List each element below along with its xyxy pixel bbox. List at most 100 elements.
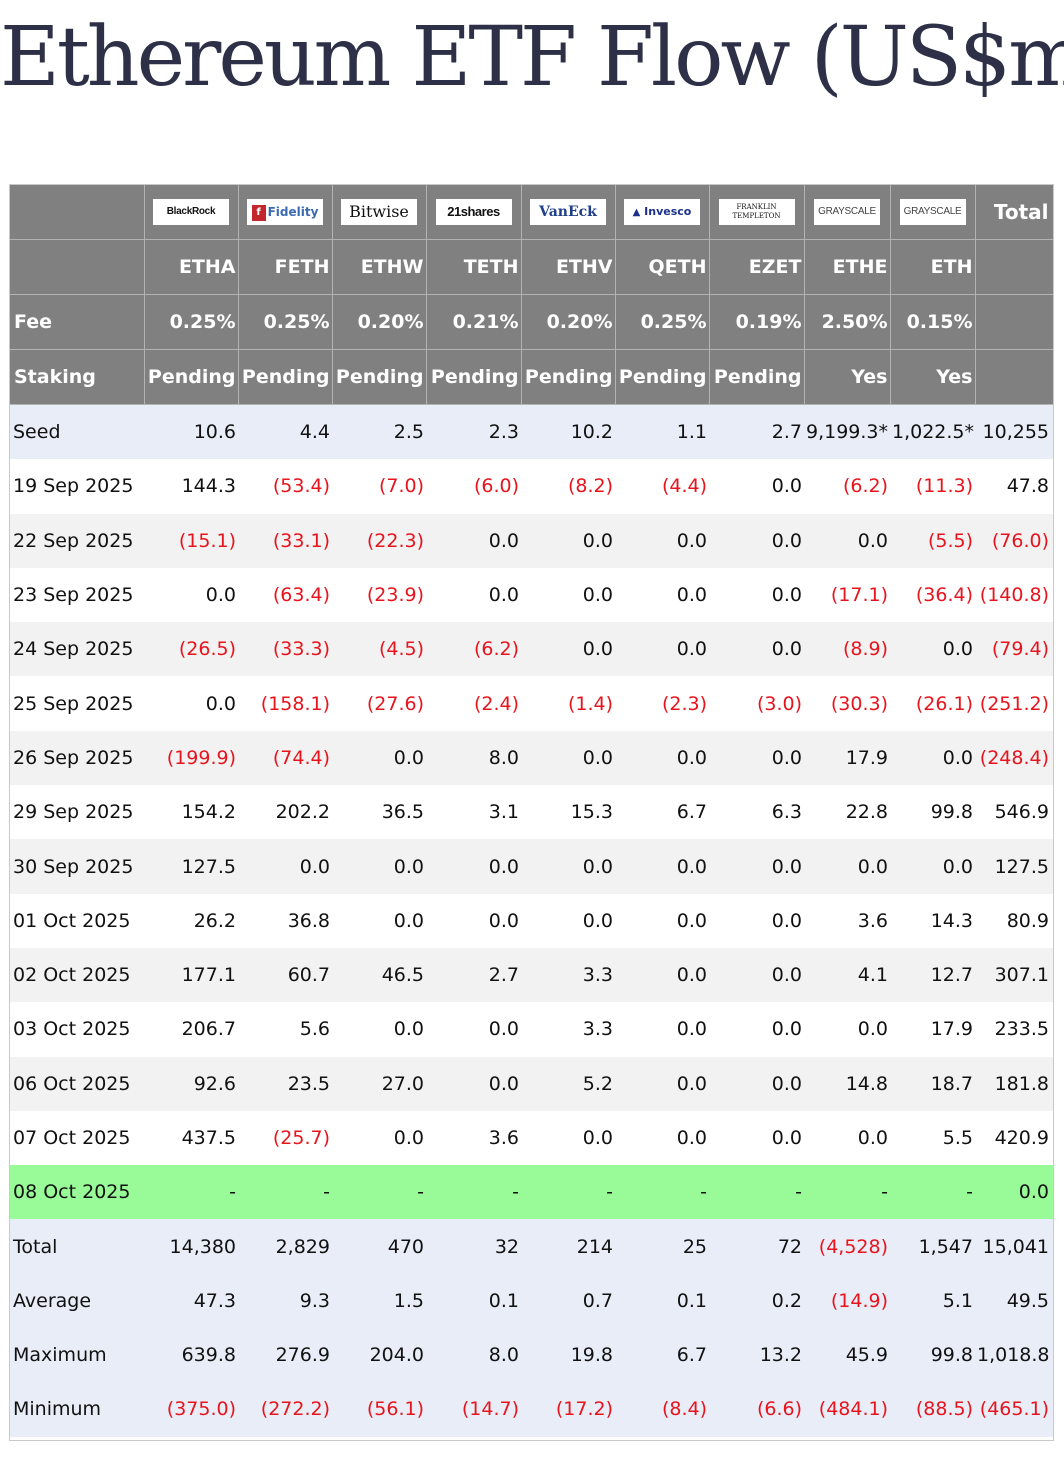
value-cell: 144.3 bbox=[144, 459, 238, 514]
value-cell: (17.1) bbox=[804, 567, 890, 623]
header-cell: ETHA bbox=[144, 239, 239, 295]
value-cell: (14.9) bbox=[804, 1273, 890, 1329]
header-cell: EZET bbox=[709, 239, 805, 295]
value-cell: 1,018.8 bbox=[975, 1328, 1053, 1383]
value-cell: 0.0 bbox=[426, 567, 521, 623]
header-cell: ETHW bbox=[332, 239, 427, 295]
header-cell: ETH bbox=[890, 239, 976, 295]
value-cell: 206.7 bbox=[144, 1002, 238, 1057]
value-cell: (251.2) bbox=[975, 676, 1053, 731]
header-cell-empty bbox=[975, 239, 1054, 295]
fee-row: Fee 0.25% 0.25% 0.20% 0.21% 0.20% 0.25% 0.19% 2.… bbox=[10, 294, 1054, 350]
issuer-logo-cell: GRAYSCALE bbox=[890, 185, 976, 240]
value-cell: - bbox=[890, 1165, 975, 1220]
fidelity-logo: f Fidelity bbox=[247, 199, 323, 225]
value-cell: 3.6 bbox=[804, 893, 890, 948]
value-cell: 0.0 bbox=[709, 1110, 804, 1166]
value-cell: 99.8 bbox=[890, 785, 975, 840]
table-row: 02 Oct 2025 177.1 60.7 46.5 2.7 3.3 0.0 0.0 4.1 1… bbox=[10, 947, 1053, 1003]
value-cell: (23.9) bbox=[332, 567, 426, 623]
value-cell: 80.9 bbox=[975, 893, 1053, 948]
value-cell: 49.5 bbox=[975, 1273, 1053, 1329]
table-row: 24 Sep 2025 (26.5) (33.3) (4.5) (6.2) 0.0 0.0 0… bbox=[10, 622, 1053, 677]
value-cell: 47.8 bbox=[975, 459, 1053, 514]
value-cell: 0.0 bbox=[975, 1165, 1053, 1220]
summary-row: Average 47.3 9.3 1.5 0.1 0.7 0.1 0.2 (14.9) 5.1 49… bbox=[10, 1273, 1053, 1329]
logo-header-row: BlackRock f Fidelity Bitwise 21shares Van… bbox=[10, 185, 1054, 240]
header-cell: 0.20% bbox=[521, 294, 616, 350]
header-cell: 0.25% bbox=[615, 294, 710, 350]
value-cell: 14,380 bbox=[144, 1219, 238, 1274]
value-cell: (4.5) bbox=[332, 622, 426, 677]
value-cell: (6.2) bbox=[426, 622, 521, 677]
value-cell: 25 bbox=[615, 1219, 709, 1274]
value-cell: (25.7) bbox=[238, 1110, 332, 1166]
value-cell: 0.0 bbox=[521, 730, 615, 786]
value-cell: 0.0 bbox=[709, 730, 804, 786]
issuer-logo-cell: ▲ Invesco bbox=[615, 185, 710, 240]
value-cell: 15.3 bbox=[521, 785, 615, 840]
value-cell: 0.0 bbox=[709, 513, 804, 568]
value-cell: 6.7 bbox=[615, 1328, 709, 1383]
value-cell: (1.4) bbox=[521, 676, 615, 731]
value-cell: 17.9 bbox=[804, 730, 890, 786]
value-cell: 127.5 bbox=[975, 839, 1053, 894]
value-cell: 0.0 bbox=[521, 893, 615, 948]
value-cell: 214 bbox=[521, 1219, 615, 1274]
value-cell: (465.1) bbox=[975, 1382, 1053, 1437]
value-cell: (27.6) bbox=[332, 676, 426, 731]
value-cell: 0.0 bbox=[804, 839, 890, 894]
value-cell: 0.1 bbox=[426, 1273, 521, 1329]
value-cell: - bbox=[709, 1165, 804, 1220]
value-cell: 0.0 bbox=[804, 513, 890, 568]
header-cell: FETH bbox=[238, 239, 333, 295]
header-cell: ETHV bbox=[521, 239, 616, 295]
value-cell: 0.0 bbox=[426, 1002, 521, 1057]
header-cell: TETH bbox=[426, 239, 522, 295]
header-cell: Yes bbox=[804, 349, 891, 405]
value-cell: 27.0 bbox=[332, 1056, 426, 1111]
value-cell: 177.1 bbox=[144, 947, 238, 1003]
value-cell: (15.1) bbox=[144, 513, 238, 568]
value-cell: - bbox=[615, 1165, 709, 1220]
header-cell: Pending bbox=[144, 349, 239, 405]
value-cell: 420.9 bbox=[975, 1110, 1053, 1166]
value-cell: (4,528) bbox=[804, 1219, 890, 1274]
value-cell: (248.4) bbox=[975, 730, 1053, 786]
grayscale-logo: GRAYSCALE bbox=[814, 199, 880, 225]
value-cell: (17.2) bbox=[521, 1382, 615, 1437]
date-cell: 25 Sep 2025 bbox=[10, 676, 144, 731]
value-cell: 26.2 bbox=[144, 893, 238, 948]
value-cell: (375.0) bbox=[144, 1382, 238, 1437]
value-cell: (2.3) bbox=[615, 676, 709, 731]
value-cell: 10,255 bbox=[975, 404, 1053, 460]
header-cell: 0.21% bbox=[426, 294, 522, 350]
table-row: 06 Oct 2025 92.6 23.5 27.0 0.0 5.2 0.0 0.0 14.8 1… bbox=[10, 1056, 1053, 1111]
date-cell: 19 Sep 2025 bbox=[10, 459, 144, 514]
date-cell: Average bbox=[10, 1273, 144, 1329]
value-cell: (8.4) bbox=[615, 1382, 709, 1437]
header-cell-empty bbox=[975, 294, 1054, 350]
table-row: 23 Sep 2025 0.0 (63.4) (23.9) 0.0 0.0 0.0 0.0 (1… bbox=[10, 567, 1053, 623]
row-label: Fee bbox=[10, 294, 145, 350]
value-cell: 9,199.3* bbox=[804, 404, 890, 460]
value-cell: 0.0 bbox=[144, 567, 238, 623]
value-cell: 6.3 bbox=[709, 785, 804, 840]
value-cell: (79.4) bbox=[975, 622, 1053, 677]
value-cell: (272.2) bbox=[238, 1382, 332, 1437]
fidelity-logo-text: Fidelity bbox=[267, 205, 319, 219]
value-cell: 0.0 bbox=[615, 513, 709, 568]
value-cell: (30.3) bbox=[804, 676, 890, 731]
value-cell: (2.4) bbox=[426, 676, 521, 731]
invesco-mark-icon: ▲ bbox=[632, 207, 641, 218]
value-cell: 15,041 bbox=[975, 1219, 1053, 1274]
value-cell: (3.0) bbox=[709, 676, 804, 731]
value-cell: (56.1) bbox=[332, 1382, 426, 1437]
value-cell: 0.0 bbox=[332, 1002, 426, 1057]
header-cell: Yes bbox=[890, 349, 976, 405]
value-cell: 0.0 bbox=[238, 839, 332, 894]
header-cell: 2.50% bbox=[804, 294, 891, 350]
value-cell: (7.0) bbox=[332, 459, 426, 514]
value-cell: 5.2 bbox=[521, 1056, 615, 1111]
value-cell: 46.5 bbox=[332, 947, 426, 1003]
